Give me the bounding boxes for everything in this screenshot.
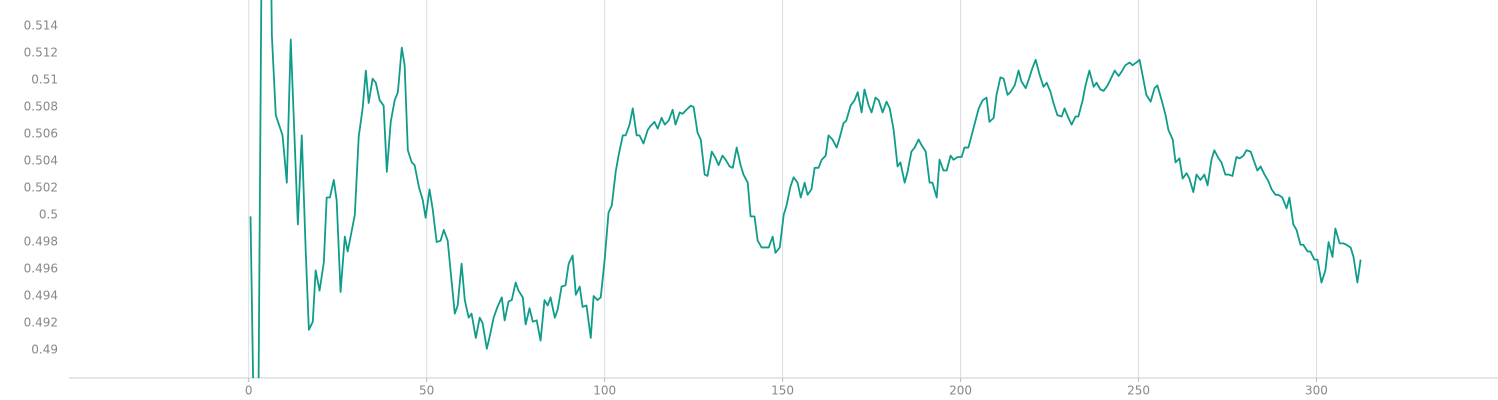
y-tick-label: 0.512 xyxy=(24,46,58,60)
x-tick-label: 200 xyxy=(949,384,972,398)
x-tick-label: 150 xyxy=(771,384,794,398)
plot-area xyxy=(249,0,1362,378)
y-tick-label: 0.492 xyxy=(24,316,58,330)
y-tick-label: 0.498 xyxy=(24,235,58,249)
x-tick-label: 0 xyxy=(245,384,253,398)
y-tick-label: 0.506 xyxy=(24,127,58,141)
y-tick-label: 0.504 xyxy=(24,154,58,168)
y-tick-label: 0.502 xyxy=(24,181,58,195)
x-tick-label: 250 xyxy=(1127,384,1150,398)
y-tick-label: 0.5 xyxy=(39,208,58,222)
x-tick-label: 100 xyxy=(593,384,616,398)
y-tick-label: 0.496 xyxy=(24,262,58,276)
grid xyxy=(248,0,1317,382)
y-tick-label: 0.508 xyxy=(24,100,58,114)
x-tick-label: 300 xyxy=(1305,384,1328,398)
labels: 0.49 0.492 0.494 0.496 0.498 0.5 0.502 0.504 0.5… xyxy=(24,19,1328,398)
y-tick-label: 0.49 xyxy=(31,343,58,357)
y-tick-label: 0.51 xyxy=(31,73,58,87)
y-tick-label: 0.514 xyxy=(24,19,58,33)
x-tick-label: 50 xyxy=(419,384,434,398)
data-line xyxy=(249,0,1362,378)
y-tick-label: 0.494 xyxy=(24,289,58,303)
